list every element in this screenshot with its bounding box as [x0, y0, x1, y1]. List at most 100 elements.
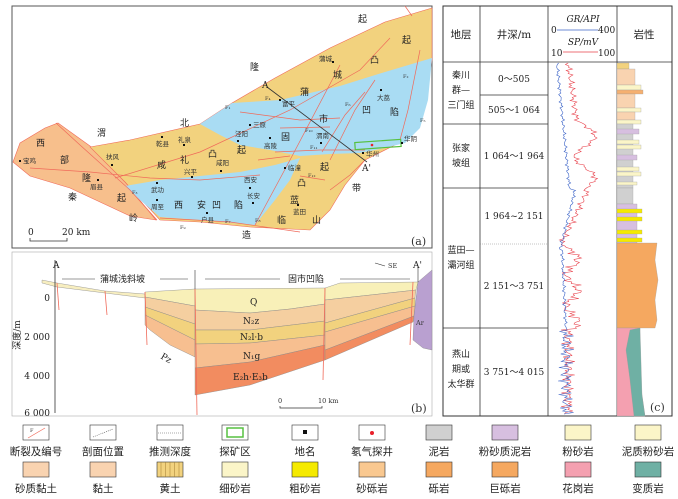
strata-name: 太华群: [447, 378, 474, 390]
depth-range: 0～505: [498, 75, 530, 85]
legend-item: 砂砾岩: [356, 461, 388, 495]
map-scale-bar: 0 20 km: [28, 228, 91, 242]
region-label: 渭: [97, 128, 106, 139]
city-marker: [161, 136, 163, 138]
fault-label: F₈: [255, 218, 260, 224]
header-lithology: 岩性: [634, 28, 655, 41]
city-label: 渭南: [316, 131, 330, 140]
legend-item: 砂质黏土: [15, 461, 57, 495]
legend-label: 剖面位置: [82, 445, 124, 458]
header-depth: 井深/m: [497, 28, 532, 41]
depth-range: 1 064～1 964: [484, 152, 545, 162]
section-end-label: A': [361, 164, 371, 174]
strata-name: 灞河组: [447, 259, 474, 271]
legend-swatch: [156, 424, 184, 441]
legend-item: 细砂岩: [219, 461, 251, 495]
city-label: 西安: [244, 175, 258, 184]
legend-item: 泥质粉砂岩: [622, 424, 674, 458]
sp-min: 10: [551, 49, 563, 59]
legend-label: 砂砾岩: [356, 482, 388, 495]
city-label: 眉县: [90, 183, 104, 191]
city-label: 临潼: [288, 163, 302, 172]
city-label: 长安: [247, 191, 261, 200]
mine-area: [354, 138, 402, 151]
region-label: 凹: [362, 106, 371, 116]
city-label: 华阴: [404, 134, 417, 143]
gr-min: 0: [551, 26, 557, 36]
legend-label: 地名: [295, 445, 316, 458]
legend-label: 探矿区: [219, 445, 251, 458]
section-start: A: [52, 261, 60, 271]
region-label: 咸: [157, 159, 166, 171]
layer-label: N₂l·b: [240, 333, 263, 343]
depth-range: 3 751～4 015: [484, 368, 545, 378]
ar-label: Ar: [415, 319, 425, 327]
legend-swatch: [634, 424, 662, 441]
legend-swatch: [425, 461, 453, 478]
strata-name: 张家: [452, 142, 470, 154]
strata-name: 群—: [452, 84, 470, 96]
legend-swatch: [89, 461, 117, 478]
legend-label: 细砂岩: [219, 482, 251, 495]
sp-max: 100: [598, 49, 615, 59]
strata-name: 坡组: [452, 157, 470, 169]
fault-label: F₇: [225, 219, 230, 225]
region-label: 西: [36, 138, 45, 149]
layer-label: Q: [250, 298, 257, 308]
legend-item: 巨砾岩: [489, 461, 521, 495]
city-label: 大荔: [377, 93, 391, 102]
city-label: 户县: [201, 215, 215, 224]
region-label: 陷: [390, 106, 399, 118]
city-label: 宝鸡: [23, 156, 37, 165]
legend-swatch: [22, 461, 50, 478]
region-label: 固: [281, 132, 290, 143]
region-label: 部: [60, 154, 69, 166]
city-label: 礼泉: [178, 135, 192, 144]
header-sp: SP/mV: [568, 38, 600, 48]
depth-tick: 6 000: [24, 409, 50, 419]
legend-swatch: [491, 461, 519, 478]
y-axis-label: 深度/m: [11, 320, 23, 350]
legend-swatch: [89, 424, 117, 441]
region-label: 凸: [208, 149, 217, 160]
legend: F 断裂及编号 剖面位置 推测深度 探矿区 地名 氡气探井 泥岩 粉砂质泥岩 粉砂岩 泥质粉砂岩砂质…: [10, 424, 674, 495]
fault-label: F₁₂: [308, 173, 315, 179]
city-marker: [156, 199, 158, 201]
region-label: 隆: [250, 61, 259, 73]
scale-km: 10 km: [318, 397, 338, 405]
fault-sample-label: F: [30, 428, 34, 434]
region-label: 起: [117, 193, 126, 204]
region-label: 凸: [297, 178, 306, 189]
region-label: 带: [352, 183, 361, 194]
city-marker: [111, 164, 113, 166]
legend-label: 断裂及编号: [10, 445, 63, 458]
fault-label: F₃: [132, 190, 137, 196]
city-label: 富平: [282, 99, 296, 108]
legend-swatch: [22, 424, 50, 441]
layer-label: N₂z: [243, 317, 259, 327]
city-marker: [284, 167, 286, 169]
city-label: 乾县: [156, 139, 170, 148]
legend-swatch: [221, 461, 249, 478]
pz-label: Pz: [159, 352, 174, 366]
region-label: 起: [320, 162, 329, 173]
region-label: 蓝: [290, 194, 299, 206]
city-label: 华州: [366, 149, 379, 158]
zone-right-label: 固市凹陷: [288, 273, 324, 285]
legend-label: 黏土: [93, 482, 114, 495]
legend-item: 粉砂质泥岩: [479, 424, 531, 458]
city-marker: [252, 202, 254, 204]
strata-name: 秦川: [452, 69, 470, 81]
region-label: 礼: [180, 154, 189, 166]
fault-label: F₂: [403, 74, 408, 80]
legend-label: 泥岩: [429, 445, 450, 458]
fault-label: F₆: [345, 102, 350, 108]
legend-label: 黄土: [160, 482, 181, 495]
region-label: 西: [174, 200, 183, 211]
region-label: 岭: [129, 212, 138, 224]
gushi-depression: [200, 58, 432, 156]
region-label: 山: [312, 215, 321, 226]
city-marker: [380, 89, 382, 91]
region-label: 凹: [212, 201, 221, 211]
